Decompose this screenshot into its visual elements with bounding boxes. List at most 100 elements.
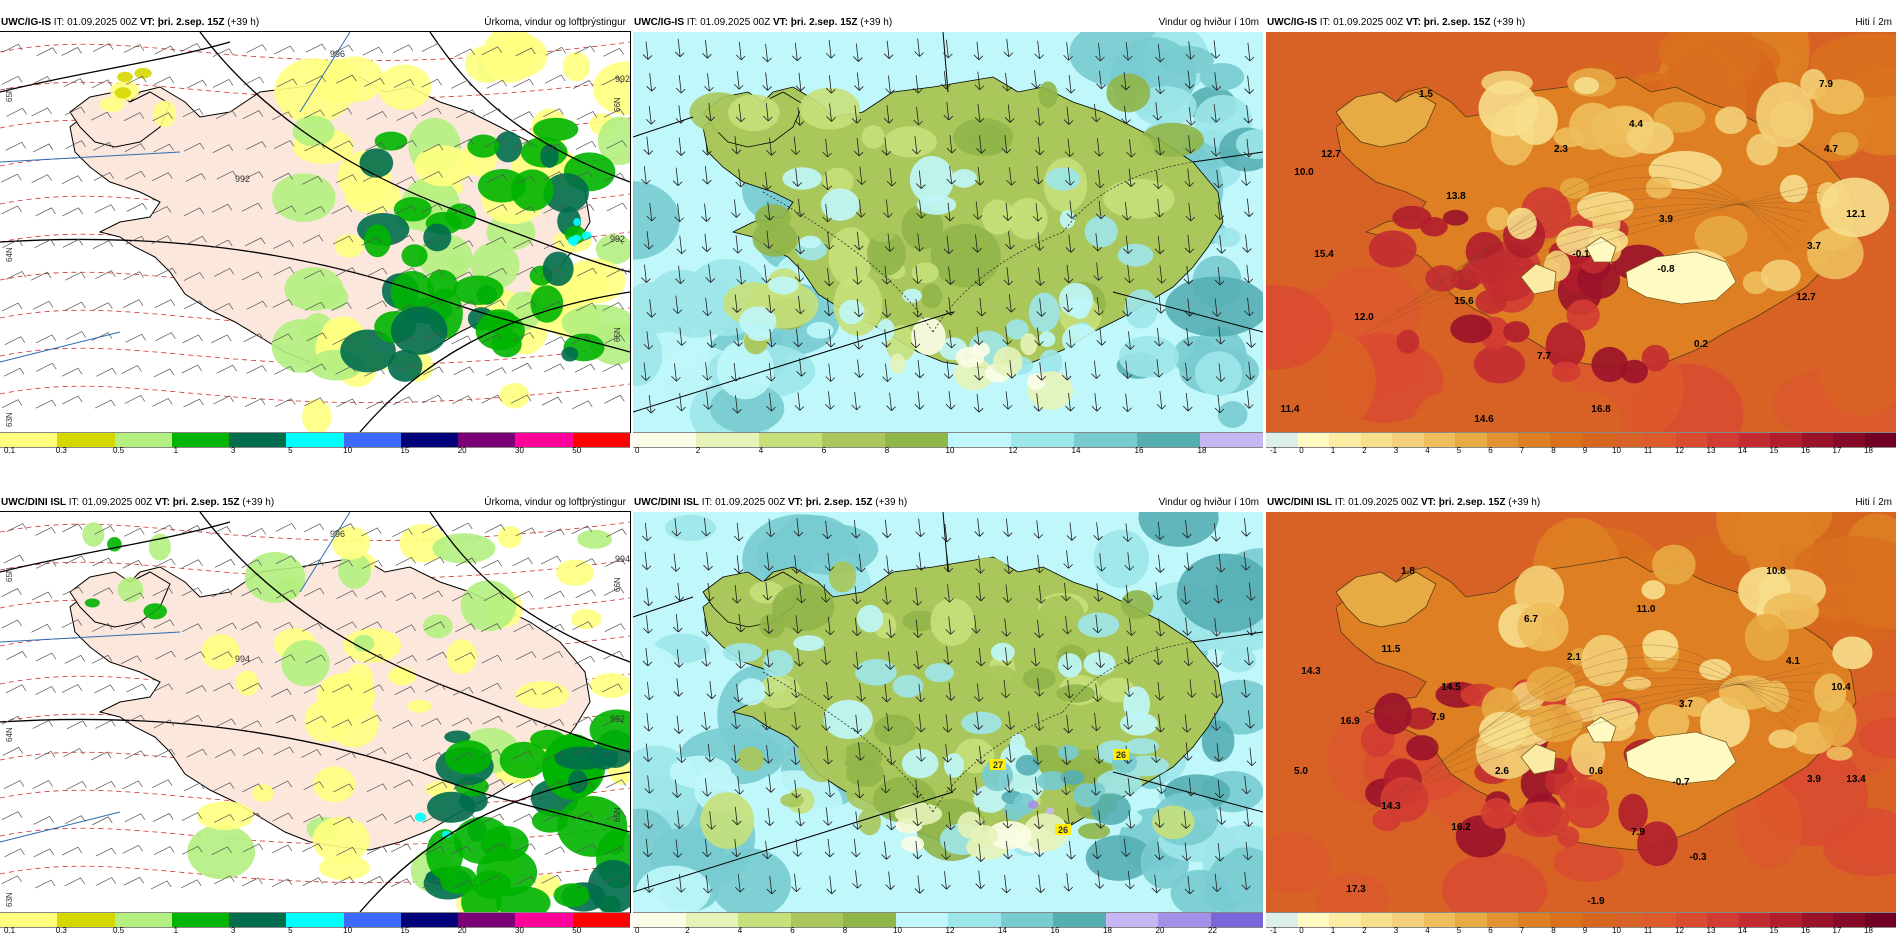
color-swatch: [843, 913, 896, 927]
temperature-value: 11.0: [1637, 604, 1656, 615]
meridian-line: [0, 631, 181, 643]
scale-tick-label: 20: [457, 926, 467, 935]
scale-tick-label: 0: [1299, 446, 1304, 455]
scale-tick-label: 4: [1425, 926, 1430, 935]
color-swatch: [1455, 913, 1487, 927]
panel-title: Úrkoma, vindur og loftþrýstingur: [484, 497, 626, 508]
meridian-line: [299, 32, 351, 113]
temperature-value: 16.8: [1591, 404, 1611, 415]
init-time: IT: 01.09.2025 00Z: [1334, 497, 1419, 508]
temperature-value: 7.7: [1537, 351, 1551, 362]
pressure-label: 994: [235, 654, 250, 664]
scale-tick-label: 2: [1362, 926, 1367, 935]
color-scale-ticks: 0.1 0.3 0.5 1 3 5 10 15 20 30 50: [0, 446, 630, 458]
temperature-value: 12.7: [1796, 292, 1816, 303]
scale-tick-label: 15: [400, 926, 410, 935]
color-scale-ticks: -1 0 1 2 3 4 5 6 7 8 9 10 11 12 13 14 15 16 17 18: [1266, 926, 1896, 938]
temperature-value: 17.3: [1346, 884, 1366, 895]
color-swatch: [1360, 433, 1392, 447]
scale-tick-label: 0: [635, 926, 640, 935]
color-swatch: [171, 913, 230, 927]
scale-tick-label: 6: [821, 446, 827, 455]
color-swatch: [114, 913, 172, 927]
color-scale-bar: [633, 912, 1263, 928]
color-swatch: [229, 913, 287, 927]
scale-tick-label: 5: [288, 446, 293, 455]
sector-line: [1192, 151, 1263, 163]
precip-heavy: [414, 812, 451, 839]
temperature-value: -0.3: [1689, 852, 1707, 863]
scale-tick-label: 0.5: [112, 926, 125, 935]
temp-highlands: [1475, 544, 1873, 780]
sector-line: [942, 32, 949, 93]
color-swatch: [572, 433, 630, 447]
pressure-label: 992: [610, 714, 625, 724]
temperature-value: 14.3: [1301, 666, 1321, 677]
color-swatch: [1105, 913, 1158, 927]
model-name: UWC/DINI ISL: [634, 497, 699, 508]
temperature-value: 15.6: [1454, 296, 1474, 307]
lead-time: (+39 h): [860, 17, 893, 28]
temperature-value: 4.1: [1786, 656, 1800, 667]
color-swatch: [1612, 913, 1644, 927]
latitude-label: 65N: [5, 87, 14, 102]
scale-tick-label: 50: [572, 446, 582, 455]
scale-tick-label: 30: [515, 446, 524, 455]
color-swatch: [286, 433, 344, 447]
temperature-value: 0.6: [1589, 766, 1603, 777]
scale-tick-label: 18: [1103, 926, 1112, 935]
color-swatch: [343, 433, 401, 447]
color-swatch: [1770, 913, 1802, 927]
wind-south-calm: [894, 802, 1069, 860]
scale-tick-label: 18: [1864, 446, 1873, 455]
lead-time: (+39 h): [227, 17, 260, 28]
color-swatch: [1581, 913, 1613, 927]
isobars: [0, 512, 630, 912]
latitude-label: 64N: [5, 247, 14, 262]
color-swatch: [1329, 913, 1361, 927]
color-swatch: [1137, 433, 1200, 447]
temperature-value: 14.5: [1441, 682, 1461, 693]
color-swatch: [1549, 433, 1581, 447]
color-swatch: [1423, 433, 1455, 447]
langjokull-glacier: [1520, 263, 1557, 295]
lead-time: (+39 h): [875, 497, 908, 508]
temp-contours: [1365, 164, 1827, 333]
scale-tick-label: 9: [1582, 926, 1588, 935]
color-scale-ticks: 0 2 4 6 8 10 12 14 16 18: [633, 446, 1263, 458]
scale-tick-label: 50: [572, 926, 582, 935]
gust-label: 26: [1113, 749, 1129, 760]
color-swatch: [1644, 433, 1676, 447]
temperature-value: 5.0: [1294, 766, 1308, 777]
temperature-value: 13.8: [1446, 191, 1466, 202]
color-swatch: [343, 913, 401, 927]
color-swatch: [1675, 913, 1707, 927]
temperature-value: -0.1: [1572, 249, 1590, 260]
scale-tick-label: 15: [1769, 446, 1779, 455]
sector-line: [633, 791, 954, 893]
pressure-label: 996: [330, 49, 345, 59]
panel-header: UWC/IG-IS IT: 01.09.2025 00Z VT: þri. 2.…: [633, 14, 1263, 32]
panel-title: Úrkoma, vindur og loftþrýstingur: [484, 17, 626, 28]
temperature-value: 1.5: [1419, 89, 1433, 100]
pressure-label: 992: [235, 174, 250, 184]
hofsjokull-glacier: [1585, 236, 1617, 263]
color-swatch: [229, 433, 287, 447]
panel-title: Vindur og hviður í 10m: [1158, 497, 1259, 508]
lead-time: (+39 h): [1493, 17, 1526, 28]
scale-tick-label: 3: [230, 926, 236, 935]
init-time: IT: 01.09.2025 00Z: [701, 497, 786, 508]
scale-tick-label: 17: [1832, 446, 1842, 455]
color-swatch: [458, 913, 516, 927]
scale-tick-label: 4: [758, 446, 764, 455]
gust-label: 27: [990, 759, 1006, 770]
vatnajokull-glacier: [1625, 251, 1737, 305]
color-swatch: [458, 433, 516, 447]
latitude-label: 63N: [5, 412, 14, 427]
scale-tick-label: 16: [1134, 446, 1144, 455]
color-swatch: [1738, 433, 1770, 447]
color-swatch: [1392, 913, 1424, 927]
color-swatch: [738, 913, 791, 927]
temperature-value: 4.4: [1629, 119, 1643, 130]
temperature-value: 13.4: [1846, 774, 1866, 785]
